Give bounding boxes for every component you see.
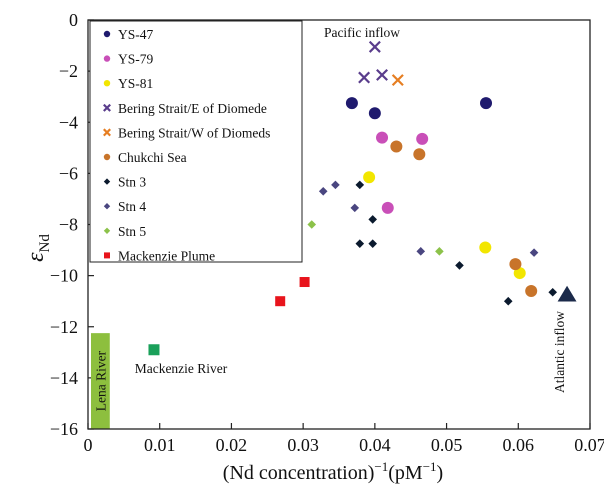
atlantic-inflow-label: Atlantic inflow bbox=[552, 311, 567, 393]
point-stn-4 bbox=[318, 186, 328, 196]
mackenzie-river-label: Mackenzie River bbox=[135, 361, 228, 376]
x-tick-label: 0.01 bbox=[144, 435, 176, 455]
lena-river-band bbox=[91, 333, 110, 429]
x-axis-title-sup2: −1 bbox=[423, 459, 437, 474]
legend-label-mackenzie-plume: Mackenzie Plume bbox=[118, 248, 215, 263]
legend-label-stn-3: Stn 3 bbox=[118, 175, 146, 190]
x-axis-title: (Nd concentration)−1(pM−1) bbox=[223, 459, 443, 484]
point-mackenzie-plume bbox=[299, 277, 310, 288]
legend-label-ys-79: YS-79 bbox=[118, 52, 154, 67]
point-stn-3 bbox=[548, 287, 558, 297]
point-bering-strait-w-of-diomeds bbox=[391, 74, 404, 87]
legend-marker-chukchi-sea bbox=[103, 153, 111, 161]
point-stn-3 bbox=[355, 180, 365, 190]
x-axis-title-mid: (pM bbox=[388, 462, 423, 484]
point-stn-3 bbox=[455, 261, 464, 270]
point-ys-81 bbox=[363, 171, 376, 184]
y-tick-label: −12 bbox=[50, 317, 78, 337]
legend-label-bering-strait-e-of-diomede: Bering Strait/E of Diomede bbox=[118, 101, 267, 116]
point-ys-79 bbox=[376, 131, 389, 144]
y-tick-label: −8 bbox=[59, 215, 78, 235]
y-tick-label: −14 bbox=[50, 368, 78, 388]
point-ys-47 bbox=[480, 97, 493, 110]
point-ys-81 bbox=[479, 241, 492, 254]
y-axis-title-main: ε bbox=[23, 252, 49, 262]
legend-marker-ys-79 bbox=[103, 55, 111, 62]
point-stn-4 bbox=[331, 180, 340, 190]
plot-frame bbox=[87, 19, 591, 430]
y-tick-label: −4 bbox=[59, 112, 78, 132]
x-tick-label: 0.05 bbox=[431, 435, 463, 455]
point-bering-strait-e-of-diomede bbox=[358, 71, 371, 84]
x-tick-label: 0.03 bbox=[287, 435, 319, 455]
y-tick-label: −2 bbox=[59, 61, 78, 81]
point-chukchi-sea bbox=[525, 284, 538, 297]
legend-marker-bering-strait-w-of-diomeds bbox=[103, 128, 111, 137]
point-ys-81 bbox=[513, 267, 526, 280]
point-bering-strait-e-of-diomede bbox=[376, 68, 389, 81]
point-bering-strait-e-of-diomede bbox=[368, 40, 381, 53]
point-ys-79 bbox=[416, 132, 429, 145]
legend-marker-stn-5 bbox=[103, 227, 111, 234]
legend-marker-stn-4 bbox=[103, 203, 111, 210]
point-stn-3 bbox=[368, 239, 378, 248]
x-tick-label: 0.07 bbox=[574, 435, 604, 455]
tick-layer: 0 0.01 0.02 0.03 0.04 0.05 0.06 0.07 0 −2 −4 −6 −8 −1… bbox=[50, 10, 604, 455]
legend-label-ys-81: YS-81 bbox=[118, 76, 153, 91]
x-axis-title-sup1: −1 bbox=[374, 459, 388, 474]
legend-marker-mackenzie-plume bbox=[104, 252, 110, 259]
x-axis-title-end: ) bbox=[437, 462, 444, 484]
legend-label-stn-4: Stn 4 bbox=[118, 199, 146, 214]
point-chukchi-sea bbox=[413, 148, 426, 161]
point-stn-5 bbox=[307, 220, 317, 229]
point-ys-79 bbox=[381, 201, 394, 214]
x-tick-label: 0.06 bbox=[503, 435, 535, 455]
x-tick-label: 0.02 bbox=[216, 435, 248, 455]
point-stn-4 bbox=[529, 248, 539, 257]
legend-label-stn-5: Stn 5 bbox=[118, 224, 146, 239]
point-atlantic-inflow bbox=[557, 285, 577, 302]
legend: YS-47 YS-79 YS-81 Bering Strait/E of Diomed… bbox=[89, 20, 303, 263]
point-ys-47 bbox=[345, 97, 358, 110]
legend-marker-stn-3 bbox=[103, 178, 111, 185]
y-axis-title: εNd bbox=[23, 234, 53, 262]
point-chukchi-sea bbox=[390, 140, 403, 153]
point-stn-3 bbox=[503, 296, 513, 306]
y-axis-title-sub: Nd bbox=[37, 234, 53, 253]
point-stn-3 bbox=[355, 239, 365, 248]
point-ys-47 bbox=[368, 107, 381, 120]
legend-label-ys-47: YS-47 bbox=[118, 27, 154, 42]
x-axis-title-main: (Nd concentration) bbox=[223, 462, 375, 484]
point-stn-5 bbox=[435, 247, 444, 256]
legend-marker-ys-81 bbox=[103, 80, 111, 87]
y-tick-label: −10 bbox=[50, 266, 78, 286]
lena-river-label: Lena River bbox=[93, 350, 108, 411]
legend-box bbox=[89, 20, 303, 263]
y-tick-label: −6 bbox=[59, 163, 78, 183]
legend-label-chukchi-sea: Chukchi Sea bbox=[118, 150, 187, 165]
point-chukchi-sea bbox=[509, 258, 522, 271]
point-stn-4 bbox=[416, 247, 426, 256]
y-tick-label: −16 bbox=[50, 419, 78, 439]
legend-items: YS-47 YS-79 YS-81 Bering Strait/E of Diomed… bbox=[103, 27, 270, 263]
point-stn-4 bbox=[350, 203, 360, 213]
x-tick-label: 0.04 bbox=[359, 435, 391, 455]
point-mackenzie-river bbox=[148, 344, 160, 356]
legend-marker-bering-strait-e-of-diomede bbox=[103, 103, 111, 112]
y-tick-label: 0 bbox=[69, 10, 78, 30]
marker-layer bbox=[148, 40, 577, 356]
pacific-inflow-label: Pacific inflow bbox=[324, 25, 400, 40]
x-tick-label: 0 bbox=[84, 435, 93, 455]
point-mackenzie-plume bbox=[275, 296, 286, 307]
point-stn-3 bbox=[368, 215, 378, 224]
legend-label-bering-strait-w-of-diomeds: Bering Strait/W of Diomeds bbox=[118, 125, 270, 140]
legend-marker-ys-47 bbox=[103, 30, 111, 38]
